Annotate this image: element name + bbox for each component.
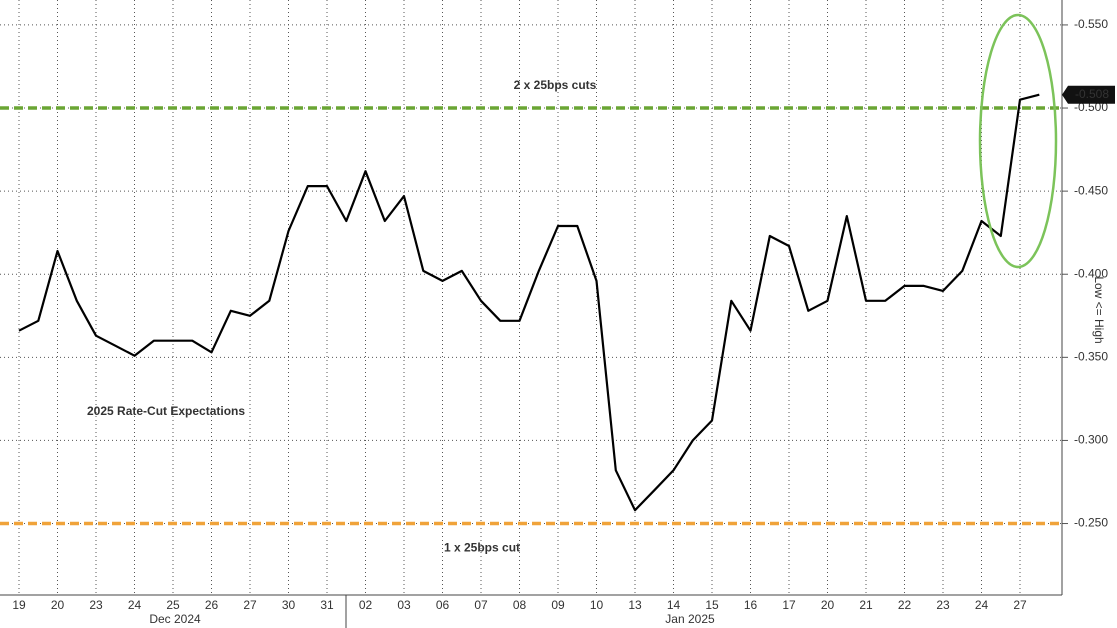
chart-title: 2025 Rate-Cut Expectations: [87, 404, 245, 418]
y-axis-label: Low <= High: [1092, 276, 1106, 343]
current-value-tag: [1062, 85, 1115, 104]
x-tick-label: 26: [205, 598, 219, 612]
x-tick-label: 19: [12, 598, 26, 612]
x-tick-label: 21: [859, 598, 873, 612]
x-tick-label: 16: [744, 598, 758, 612]
x-tick-label: 02: [359, 598, 373, 612]
y-tick-label: -0.300: [1074, 433, 1108, 447]
x-tick-label: 23: [89, 598, 103, 612]
reference-label: 2 x 25bps cuts: [514, 78, 597, 92]
x-tick-label: 31: [320, 598, 334, 612]
x-tick-label: 24: [975, 598, 989, 612]
x-tick-label: 14: [667, 598, 681, 612]
x-tick-label: 22: [898, 598, 912, 612]
x-tick-label: 09: [551, 598, 565, 612]
y-tick-label: -0.400: [1074, 266, 1108, 280]
reference-label: 1 x 25bps cut: [444, 541, 520, 555]
current-value-label: -0.508: [1075, 87, 1109, 101]
x-tick-label: 23: [936, 598, 950, 612]
x-tick-label: 24: [128, 598, 142, 612]
month-label: Dec 2024: [149, 612, 201, 626]
highlight-ellipse: [978, 13, 1058, 269]
x-tick-label: 25: [166, 598, 180, 612]
x-tick-label: 03: [397, 598, 411, 612]
y-tick-label: -0.450: [1074, 183, 1108, 197]
month-label: Jan 2025: [665, 612, 715, 626]
y-tick-label: -0.250: [1074, 516, 1108, 530]
x-tick-label: 10: [590, 598, 604, 612]
x-tick-label: 20: [51, 598, 65, 612]
x-tick-label: 15: [705, 598, 719, 612]
x-tick-label: 27: [243, 598, 257, 612]
y-tick-label: -0.350: [1074, 350, 1108, 364]
x-tick-label: 08: [513, 598, 527, 612]
line-series: [18, 93, 1040, 512]
x-tick-label: 06: [436, 598, 450, 612]
x-tick-label: 13: [628, 598, 642, 612]
y-tick-label: -0.550: [1074, 17, 1108, 31]
x-tick-label: 07: [474, 598, 488, 612]
x-tick-label: 20: [821, 598, 835, 612]
x-tick-label: 27: [1013, 598, 1027, 612]
x-tick-label: 30: [282, 598, 296, 612]
x-tick-label: 17: [782, 598, 796, 612]
